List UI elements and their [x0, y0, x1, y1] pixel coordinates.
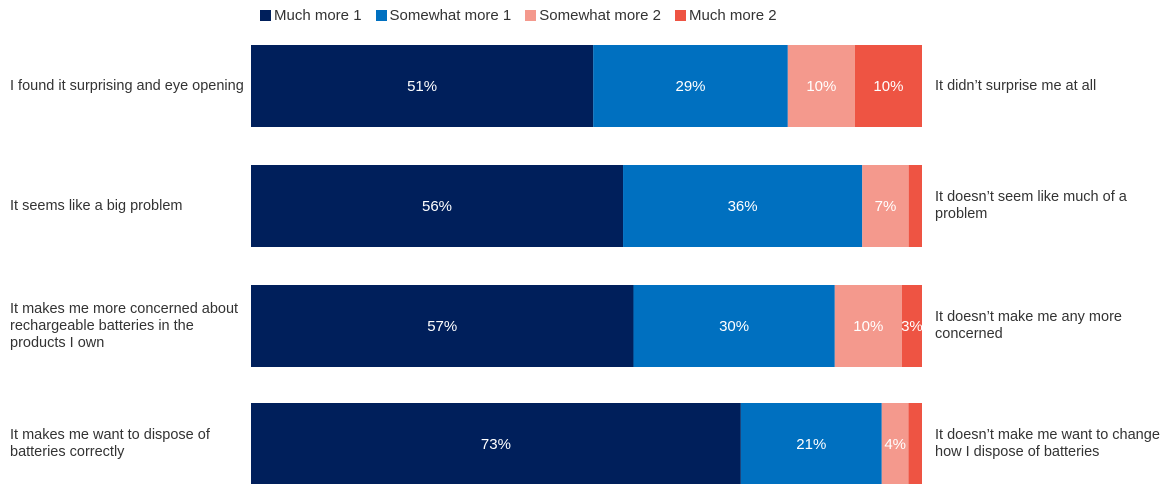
legend-label-much-more-2: Much more 2 — [689, 7, 777, 24]
legend-swatch-much-more-2 — [675, 10, 687, 21]
data-label-row-1-somewhat-more-2: 10% — [806, 78, 836, 95]
data-label-row-3-much-more-1: 57% — [427, 318, 457, 335]
bar-row-2-much-more-1 — [251, 165, 624, 247]
legend-label-somewhat-more-1: Somewhat more 1 — [389, 7, 512, 24]
bar-row-3-somewhat-more-1 — [633, 285, 835, 367]
bar-row-1-somewhat-more-2 — [787, 45, 855, 127]
data-label-row-3-somewhat-more-1: 30% — [719, 318, 749, 335]
row-right-text-4: It doesn’t make me want to change how I … — [935, 427, 1160, 460]
legend-item-much-more-1: Much more 1 — [260, 7, 362, 24]
data-label-row-4-much-more-1: 73% — [481, 436, 511, 453]
data-label-row-1-somewhat-more-1: 29% — [675, 78, 705, 95]
bar-row-1-much-more-1 — [251, 45, 594, 127]
row-right-text-2: It doesn’t seem like much of a problem — [935, 189, 1127, 222]
bar-row-3-much-more-1 — [251, 285, 634, 367]
bar-row-2-much-more-2 — [908, 165, 922, 247]
data-label-row-3-much-more-2: 3% — [901, 318, 923, 335]
legend-label-somewhat-more-2: Somewhat more 2 — [539, 7, 662, 24]
bar-row-4-somewhat-more-2 — [881, 403, 909, 484]
row-left-label-3: It makes me more concerned about recharg… — [10, 300, 239, 351]
row-right-label-4: It doesn’t make me want to change how I … — [935, 403, 1160, 485]
legend: Much more 1 Somewhat more 1 Somewhat mor… — [260, 7, 777, 24]
data-label-row-2-somewhat-more-1: 36% — [728, 198, 758, 215]
row-right-label-1: It didn’t surprise me at all — [935, 45, 1160, 127]
row-left-label-4: It makes me want to dispose of batteries… — [10, 427, 210, 460]
bar-row-4-somewhat-more-1 — [740, 403, 882, 484]
data-label-row-4-somewhat-more-1: 21% — [796, 436, 826, 453]
bar-row-2-somewhat-more-1 — [623, 165, 863, 247]
data-label-row-2-somewhat-more-2: 7% — [875, 198, 897, 215]
bar-row-4-much-more-2 — [908, 403, 922, 484]
legend-item-much-more-2: Much more 2 — [675, 7, 777, 24]
row-left-label-2: It seems like a big problem — [10, 197, 183, 214]
data-label-row-1-much-more-2: 10% — [873, 78, 903, 95]
bar-row-4-much-more-1 — [251, 403, 741, 484]
bar-row-2-somewhat-more-2 — [862, 165, 909, 247]
legend-item-somewhat-more-2: Somewhat more 2 — [525, 7, 661, 24]
bar-row-3-much-more-2 — [901, 285, 922, 367]
legend-swatch-much-more-1 — [260, 10, 271, 21]
row-right-text-3: It doesn’t make me any more concerned — [935, 309, 1122, 342]
legend-swatch-somewhat-more-2 — [525, 10, 537, 21]
legend-item-somewhat-more-1: Somewhat more 1 — [375, 7, 512, 24]
data-label-row-2-much-more-1: 56% — [422, 198, 452, 215]
data-label-row-1-much-more-1: 51% — [407, 78, 437, 95]
data-label-row-4-somewhat-more-2: 4% — [884, 436, 906, 453]
bar-row-3-somewhat-more-2 — [834, 285, 902, 367]
legend-swatch-somewhat-more-1 — [375, 10, 387, 21]
data-label-row-3-somewhat-more-2: 10% — [853, 318, 883, 335]
row-left-label-1: I found it surprising and eye opening — [10, 77, 244, 94]
bar-row-1-somewhat-more-1 — [593, 45, 788, 127]
bar-row-1-much-more-2 — [854, 45, 922, 127]
legend-label-much-more-1: Much more 1 — [274, 7, 362, 24]
row-right-text-1: It didn’t surprise me at all — [935, 77, 1097, 94]
row-right-label-2: It doesn’t seem like much of a problem — [935, 165, 1160, 247]
row-right-label-3: It doesn’t make me any more concerned — [935, 285, 1160, 367]
